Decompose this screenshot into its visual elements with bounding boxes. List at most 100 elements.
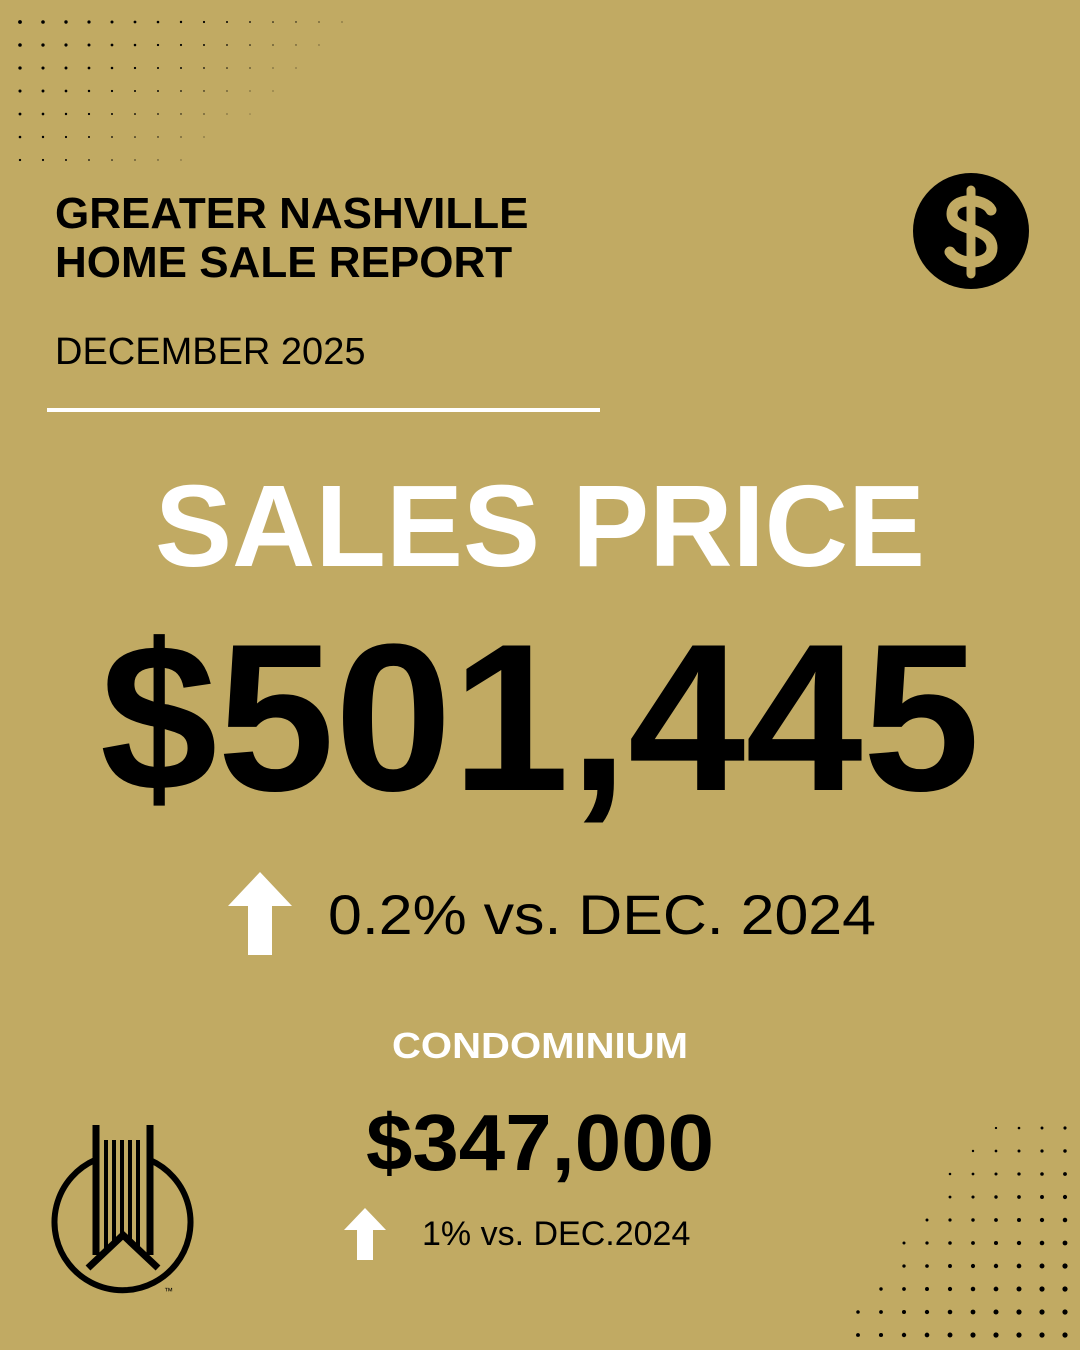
- dot: [925, 1287, 929, 1291]
- dot: [41, 158, 45, 162]
- dot: [203, 90, 205, 92]
- dot: [41, 66, 45, 70]
- dot: [156, 20, 160, 24]
- dot: [110, 43, 114, 47]
- dot: [971, 1172, 975, 1176]
- dot: [41, 112, 45, 116]
- dot: [925, 1241, 929, 1245]
- dot: [902, 1287, 906, 1291]
- dot: [295, 21, 297, 23]
- dot: [180, 67, 182, 69]
- dot: [134, 159, 136, 161]
- dot: [971, 1241, 975, 1245]
- title-line: GREATER NASHVILLE: [55, 189, 528, 238]
- headline-label: SALES PRICE: [155, 461, 925, 591]
- dot: [157, 159, 159, 161]
- dot: [202, 20, 206, 24]
- dot: [1062, 1240, 1068, 1246]
- dot: [18, 158, 22, 162]
- dot: [879, 1287, 883, 1291]
- dot: [901, 1332, 907, 1338]
- dot: [18, 20, 22, 24]
- dot: [87, 20, 91, 24]
- dot: [249, 44, 251, 46]
- dot: [226, 21, 228, 23]
- dot: [272, 67, 274, 69]
- dot: [925, 1218, 929, 1222]
- dot: [179, 43, 183, 47]
- dot: [1062, 1332, 1068, 1338]
- dot: [157, 113, 159, 115]
- dot: [87, 89, 91, 93]
- dot: [156, 66, 160, 70]
- dot: [226, 67, 228, 69]
- dot: [180, 90, 182, 92]
- dot: [994, 1218, 998, 1222]
- dot: [1039, 1332, 1045, 1338]
- dot: [1017, 1218, 1021, 1222]
- dot: [134, 113, 136, 115]
- dot: [18, 112, 22, 116]
- dot: [948, 1218, 952, 1222]
- dot: [856, 1310, 860, 1314]
- dot: [203, 136, 205, 138]
- dot: [133, 66, 137, 70]
- dot: [41, 20, 45, 24]
- dot: [970, 1332, 976, 1338]
- dot: [948, 1241, 952, 1245]
- dot: [994, 1195, 998, 1199]
- dot: [110, 112, 114, 116]
- dot: [133, 89, 137, 93]
- title-line: HOME SALE REPORT: [55, 238, 512, 287]
- dot: [856, 1333, 860, 1337]
- dot: [1062, 1194, 1068, 1200]
- dot: [1039, 1309, 1045, 1315]
- up-arrow: [344, 1208, 386, 1260]
- trademark: ™: [164, 1286, 173, 1296]
- dot: [18, 89, 22, 93]
- dot: [1040, 1126, 1044, 1130]
- dot: [226, 90, 228, 92]
- dot: [110, 66, 114, 70]
- dot: [41, 89, 45, 93]
- dot: [924, 1309, 930, 1315]
- dot: [133, 20, 137, 24]
- dot: [1017, 1172, 1021, 1176]
- dot: [994, 1149, 998, 1153]
- headline-value: $501,445: [100, 600, 980, 835]
- dot: [993, 1332, 999, 1338]
- dot: [110, 89, 114, 93]
- dot-pattern: [18, 20, 1068, 1338]
- dot: [971, 1218, 975, 1222]
- dot: [18, 43, 22, 47]
- dot: [1040, 1195, 1044, 1199]
- dot: [64, 135, 68, 139]
- dot: [1039, 1217, 1045, 1223]
- dot: [970, 1263, 976, 1269]
- dot: [947, 1286, 953, 1292]
- dot: [993, 1286, 999, 1292]
- dot: [180, 113, 182, 115]
- dot: [318, 44, 320, 46]
- dot: [1039, 1286, 1045, 1292]
- dot: [18, 66, 22, 70]
- dot: [1040, 1149, 1044, 1153]
- dot: [249, 67, 251, 69]
- dot: [318, 21, 320, 23]
- dot: [948, 1264, 952, 1268]
- dot: [1062, 1309, 1068, 1315]
- dot: [249, 90, 251, 92]
- dot: [179, 20, 183, 24]
- condo-value: $347,000: [366, 1098, 714, 1187]
- dot: [971, 1195, 975, 1199]
- dot: [272, 90, 274, 92]
- dot: [970, 1309, 976, 1315]
- dot: [295, 44, 297, 46]
- dot: [1039, 1240, 1045, 1246]
- dot: [947, 1332, 953, 1338]
- dollar-icon: [913, 173, 1029, 289]
- dot: [295, 67, 297, 69]
- dot: [1039, 1263, 1045, 1269]
- logo: [51, 1125, 194, 1294]
